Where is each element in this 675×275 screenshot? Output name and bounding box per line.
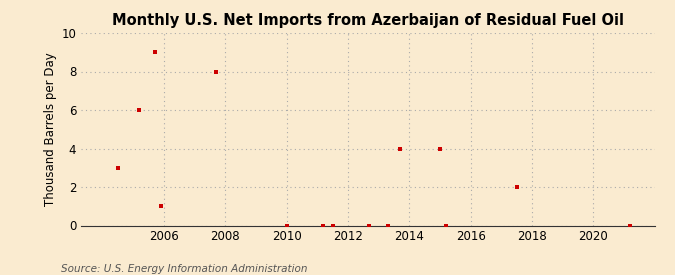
Point [395,146,406,151]
Point [149,50,160,54]
Point [435,146,446,151]
Point [383,223,394,228]
Point [134,108,144,112]
Text: Source: U.S. Energy Information Administration: Source: U.S. Energy Information Administ… [61,264,307,274]
Point [327,223,338,228]
Point [625,223,636,228]
Point [318,223,329,228]
Point [211,69,221,74]
Y-axis label: Thousand Barrels per Day: Thousand Barrels per Day [44,52,57,206]
Point [113,166,124,170]
Point [281,223,292,228]
Point [511,185,522,189]
Title: Monthly U.S. Net Imports from Azerbaijan of Residual Fuel Oil: Monthly U.S. Net Imports from Azerbaijan… [112,13,624,28]
Point [155,204,166,208]
Point [364,223,375,228]
Point [441,223,452,228]
